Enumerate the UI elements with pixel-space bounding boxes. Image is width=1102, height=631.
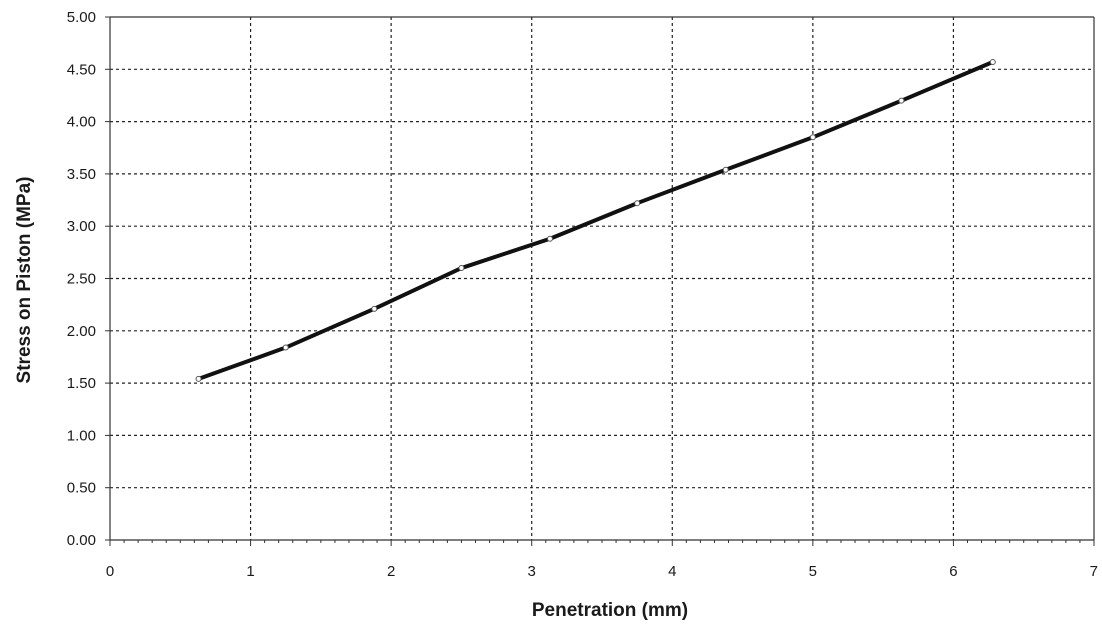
y-tick-label: 1.00 [67,427,96,444]
y-tick-label: 0.50 [67,480,96,497]
data-point [458,265,465,272]
data-point [195,375,202,382]
grid [110,17,1094,540]
x-tick-label: 7 [1090,563,1098,580]
y-tick-label: 4.00 [67,114,96,131]
y-tick-label: 4.50 [67,61,96,78]
y-tick-label: 2.00 [67,323,96,340]
y-tick-label: 0.00 [67,532,96,549]
data-point [722,166,729,173]
y-tick-label: 2.50 [67,271,96,288]
x-tick-label: 6 [949,563,957,580]
series-line [196,59,995,381]
tick-labels: 0.00 0.50 1.00 1.50 2.00 2.50 3.00 3.50 4.00 4.50… [67,9,1098,580]
x-tick-label: 2 [387,563,395,580]
x-tick-label: 3 [528,563,536,580]
y-tick-label: 1.50 [67,375,96,392]
data-point [809,134,816,141]
y-tick-label: 3.50 [67,166,96,183]
x-axis-title: Penetration (mm) [532,600,688,621]
y-axis-title: Stress on Piston (MPa) [14,177,35,384]
data-point [634,200,641,207]
data-point [546,235,553,242]
plot-frame [105,16,1095,546]
data-point [371,305,378,312]
data-point [898,97,905,104]
x-tick-label: 0 [106,563,114,580]
x-tick-label: 1 [246,563,254,580]
series [195,58,996,382]
x-tick-label: 4 [668,563,676,580]
data-point [282,344,289,351]
data-point [989,58,996,65]
y-tick-label: 5.00 [67,9,96,26]
x-tick-label: 5 [809,563,817,580]
y-tick-label: 3.00 [67,218,96,235]
